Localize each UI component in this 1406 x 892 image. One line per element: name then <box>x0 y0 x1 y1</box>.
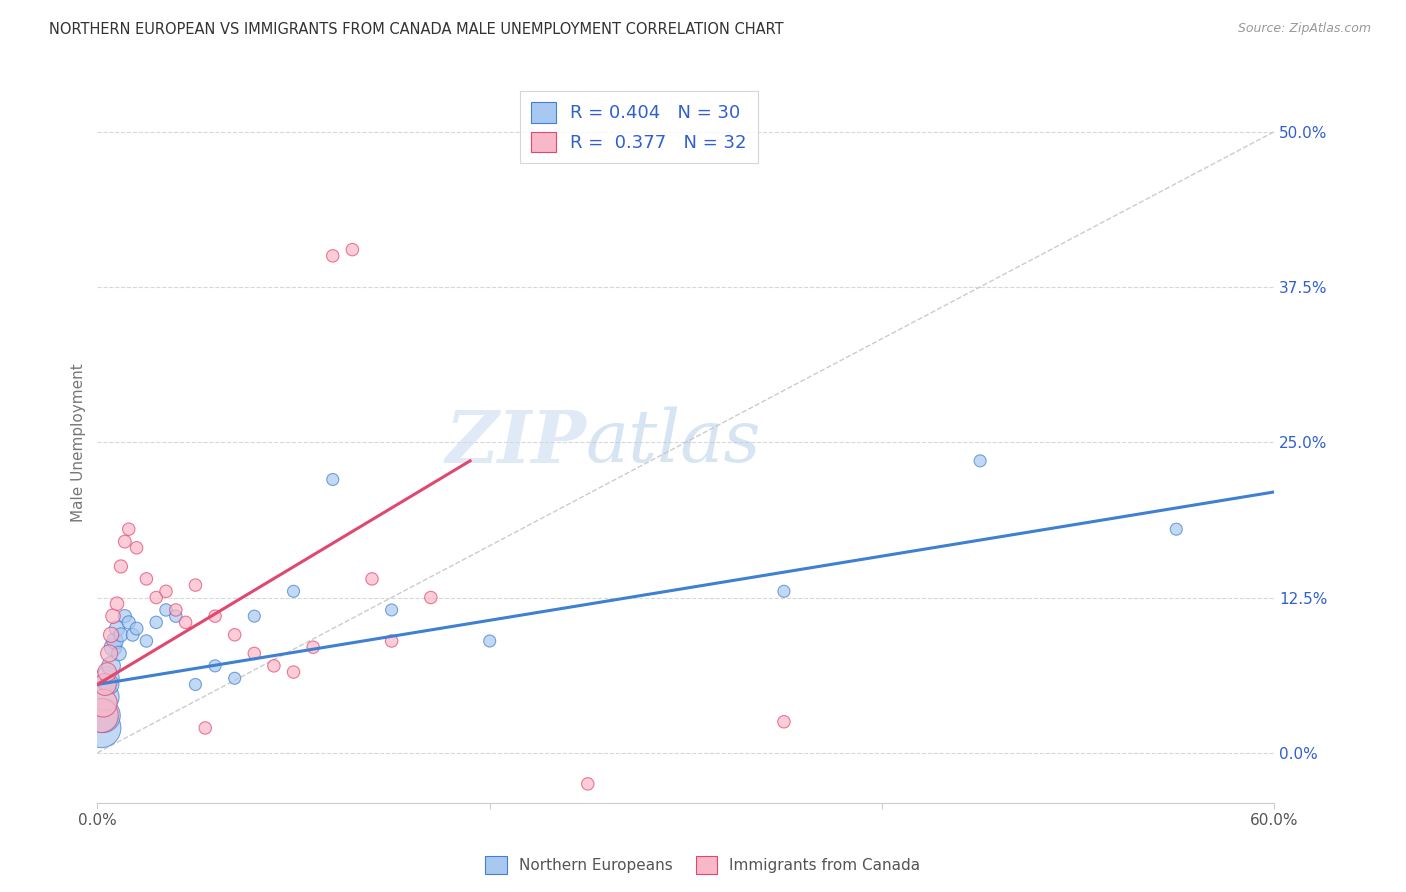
Point <box>342 243 364 257</box>
Point <box>98 677 121 691</box>
Point <box>361 572 384 586</box>
Point <box>145 591 167 605</box>
Point <box>96 671 118 685</box>
Point <box>194 721 217 735</box>
Point <box>184 578 207 592</box>
Point <box>773 584 796 599</box>
Legend: R = 0.404   N = 30, R =  0.377   N = 32: R = 0.404 N = 30, R = 0.377 N = 32 <box>520 91 758 163</box>
Point <box>118 522 141 536</box>
Point <box>1166 522 1188 536</box>
Point <box>243 609 266 624</box>
Point <box>101 609 124 624</box>
Text: ZIP: ZIP <box>444 407 586 478</box>
Point <box>121 628 143 642</box>
Point <box>94 677 117 691</box>
Point <box>283 584 305 599</box>
Point <box>419 591 441 605</box>
Point <box>155 584 177 599</box>
Point <box>94 690 117 704</box>
Point <box>96 665 118 679</box>
Point <box>110 559 132 574</box>
Point <box>101 640 124 655</box>
Point <box>184 677 207 691</box>
Point <box>135 572 157 586</box>
Point <box>204 658 226 673</box>
Point <box>105 597 128 611</box>
Point <box>381 603 404 617</box>
Point <box>302 640 325 655</box>
Point <box>114 534 136 549</box>
Point <box>145 615 167 630</box>
Point <box>105 622 128 636</box>
Point <box>243 647 266 661</box>
Point <box>322 473 344 487</box>
Point <box>114 609 136 624</box>
Point <box>118 615 141 630</box>
Point <box>100 658 122 673</box>
Point <box>125 541 148 555</box>
Text: NORTHERN EUROPEAN VS IMMIGRANTS FROM CANADA MALE UNEMPLOYMENT CORRELATION CHART: NORTHERN EUROPEAN VS IMMIGRANTS FROM CAN… <box>49 22 783 37</box>
Point <box>263 658 285 673</box>
Point <box>135 634 157 648</box>
Point <box>165 603 187 617</box>
Point <box>104 634 127 648</box>
Point <box>381 634 404 648</box>
Point <box>90 708 112 723</box>
Point <box>773 714 796 729</box>
Point <box>204 609 226 624</box>
Text: Source: ZipAtlas.com: Source: ZipAtlas.com <box>1237 22 1371 36</box>
Text: atlas: atlas <box>586 407 761 477</box>
Point <box>224 671 246 685</box>
Point <box>100 628 122 642</box>
Point <box>969 454 991 468</box>
Legend: Northern Europeans, Immigrants from Canada: Northern Europeans, Immigrants from Cana… <box>479 850 927 880</box>
Point <box>174 615 197 630</box>
Point <box>478 634 501 648</box>
Point <box>108 647 131 661</box>
Point <box>91 696 114 710</box>
Point <box>98 647 121 661</box>
Point <box>165 609 187 624</box>
Point <box>283 665 305 679</box>
Point <box>155 603 177 617</box>
Point <box>322 249 344 263</box>
Point <box>576 777 599 791</box>
Point <box>224 628 246 642</box>
Y-axis label: Male Unemployment: Male Unemployment <box>72 363 86 522</box>
Point <box>90 721 112 735</box>
Point <box>125 622 148 636</box>
Point <box>110 628 132 642</box>
Point <box>91 708 114 723</box>
